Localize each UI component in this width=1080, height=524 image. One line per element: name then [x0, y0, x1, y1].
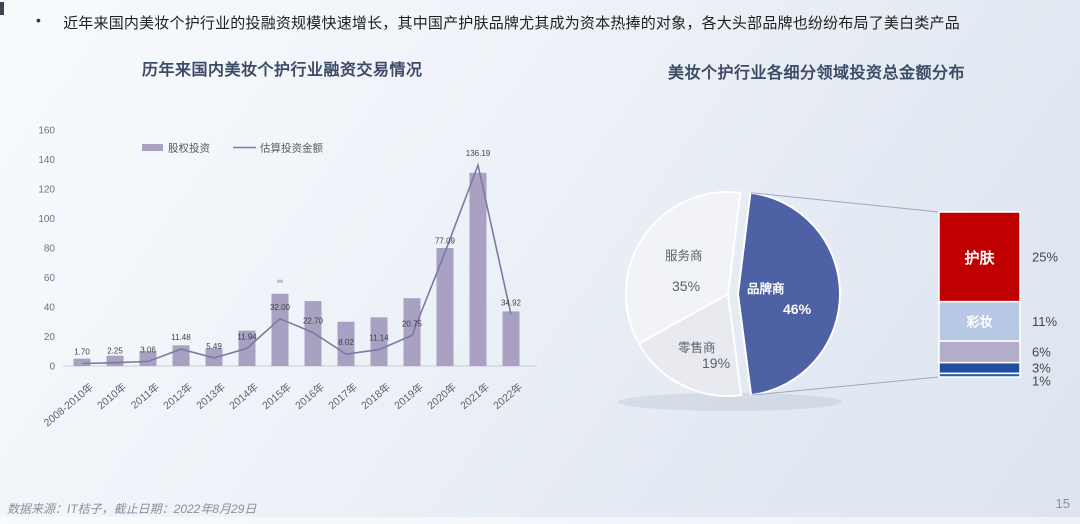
right-chart-title: 美妆个护行业各细分领域投资总金额分布 — [668, 65, 966, 82]
x-axis-label: 2017年 — [326, 380, 360, 412]
breakout-label-护肤: 护肤 — [964, 249, 995, 267]
y-axis-tick: 80 — [44, 244, 56, 255]
breakout-label-彩妆: 彩妆 — [965, 314, 992, 329]
bar-2015年 — [271, 293, 289, 366]
bar-2008-2010年 — [73, 358, 91, 366]
x-axis-label: 2010年 — [95, 380, 129, 412]
y-axis-tick: 60 — [44, 273, 56, 284]
legend-bar-label: 股权投资 — [168, 142, 210, 155]
left-chart-title: 历年来国内美妆个护行业融资交易情况 — [142, 62, 423, 79]
pie-shadow — [618, 393, 842, 411]
line-series — [81, 162, 512, 365]
bar-2021年 — [469, 172, 487, 366]
pie-pct-零售商: 19% — [702, 355, 730, 371]
bar-2022年 — [502, 311, 520, 366]
y-axis-tick: 100 — [38, 214, 55, 225]
data-source-note: 数据来源：IT桔子，截止日期：2022年8月29日 — [7, 502, 257, 516]
data-label: 77.09 — [435, 236, 456, 245]
x-axis-label: 2014年 — [227, 380, 261, 412]
data-label: 20.75 — [402, 319, 423, 328]
breakout-segment-6% — [938, 340, 1021, 364]
x-axis-label: 2008-2010年 — [41, 380, 96, 429]
bullet-point: • 近年来国内美妆个护行业的投融资规模快速增长，其中国产护肤品牌尤其成为资本热捧… — [36, 12, 1046, 33]
breakout-pct-3%: 3% — [1032, 361, 1051, 376]
x-axis-label: 2011年 — [128, 380, 162, 411]
data-label: 34.92 — [501, 298, 522, 307]
x-axis-label: 2021年 — [458, 380, 492, 412]
bullet-text: 近年来国内美妆个护行业的投融资规模快速增长，其中国产护肤品牌尤其成为资本热捧的对… — [63, 15, 960, 32]
x-axis-label: 2018年 — [359, 380, 393, 412]
data-label: 22.70 — [303, 317, 324, 326]
x-axis-label: 2019年 — [392, 380, 426, 412]
corner-artifact — [0, 2, 4, 15]
data-label: 3.06 — [140, 345, 156, 354]
breakout-segment-护肤 — [938, 211, 1021, 303]
data-label: 1.70 — [74, 347, 90, 356]
page-number: 15 — [1055, 496, 1070, 511]
data-label: 11.14 — [369, 334, 389, 343]
bar-2018年 — [370, 317, 388, 366]
legend-line-label: 估算投资金额 — [260, 142, 323, 155]
pie-label-服务商: 服务商 — [665, 248, 703, 263]
data-label: 5.49 — [206, 342, 222, 351]
breakout-pct-6%: 6% — [1032, 344, 1051, 359]
bar-2016年 — [304, 301, 322, 366]
data-label: 8.02 — [338, 338, 354, 347]
pie-pct-品牌商: 46% — [783, 301, 812, 317]
pie-slice-服务商 — [625, 191, 742, 345]
y-axis-tick: 20 — [44, 332, 56, 343]
x-axis-label: 2012年 — [161, 380, 195, 412]
bar-2017年 — [337, 321, 355, 366]
x-axis-label: 2016年 — [293, 380, 327, 412]
pie-label-零售商: 零售商 — [678, 340, 716, 355]
breakout-segment-彩妆 — [938, 300, 1021, 342]
breakout-pct-1%: 1% — [1032, 374, 1051, 389]
data-label: 32.00 — [270, 303, 291, 312]
legend-bar-swatch — [142, 144, 163, 151]
connector-bottom — [751, 376, 940, 396]
y-axis-tick: 120 — [38, 185, 55, 196]
breakout-pct-11%: 11% — [1032, 314, 1057, 329]
bar-2010年 — [106, 355, 124, 366]
bar-2020年 — [436, 248, 454, 366]
y-axis-tick: 40 — [44, 303, 56, 314]
data-label: 2.25 — [107, 347, 123, 356]
bar-2019年 — [403, 298, 421, 366]
data-label: 136.19 — [466, 149, 491, 158]
y-axis-tick: 160 — [38, 126, 55, 137]
y-axis-tick: 0 — [49, 362, 55, 373]
pie-pct-服务商: 35% — [672, 278, 700, 294]
breakout-segment-1% — [938, 372, 1021, 378]
connector-top — [750, 192, 940, 213]
financing-combo-chart: 0 20 40 60 80 100 120 140 160 2008-2010年 2010年 2011… — [38, 126, 537, 429]
bullet-icon: • — [36, 12, 42, 28]
data-label: 11.94 — [237, 332, 257, 341]
x-axis-label: 2013年 — [194, 380, 228, 412]
pie-label-品牌商: 品牌商 — [747, 281, 785, 296]
x-axis-label: 2020年 — [425, 380, 459, 412]
data-label: 11.48 — [171, 333, 191, 342]
artifact-mark — [277, 279, 283, 283]
breakout-segment-3% — [938, 361, 1021, 375]
x-axis-label: 2015年 — [260, 380, 294, 412]
pie-slice-零售商 — [637, 293, 743, 397]
pie-slice-品牌商 — [737, 191, 842, 397]
breakout-pct-25%: 25% — [1032, 249, 1058, 264]
y-axis-tick: 140 — [38, 155, 55, 166]
x-axis-label: 2022年 — [491, 380, 525, 412]
